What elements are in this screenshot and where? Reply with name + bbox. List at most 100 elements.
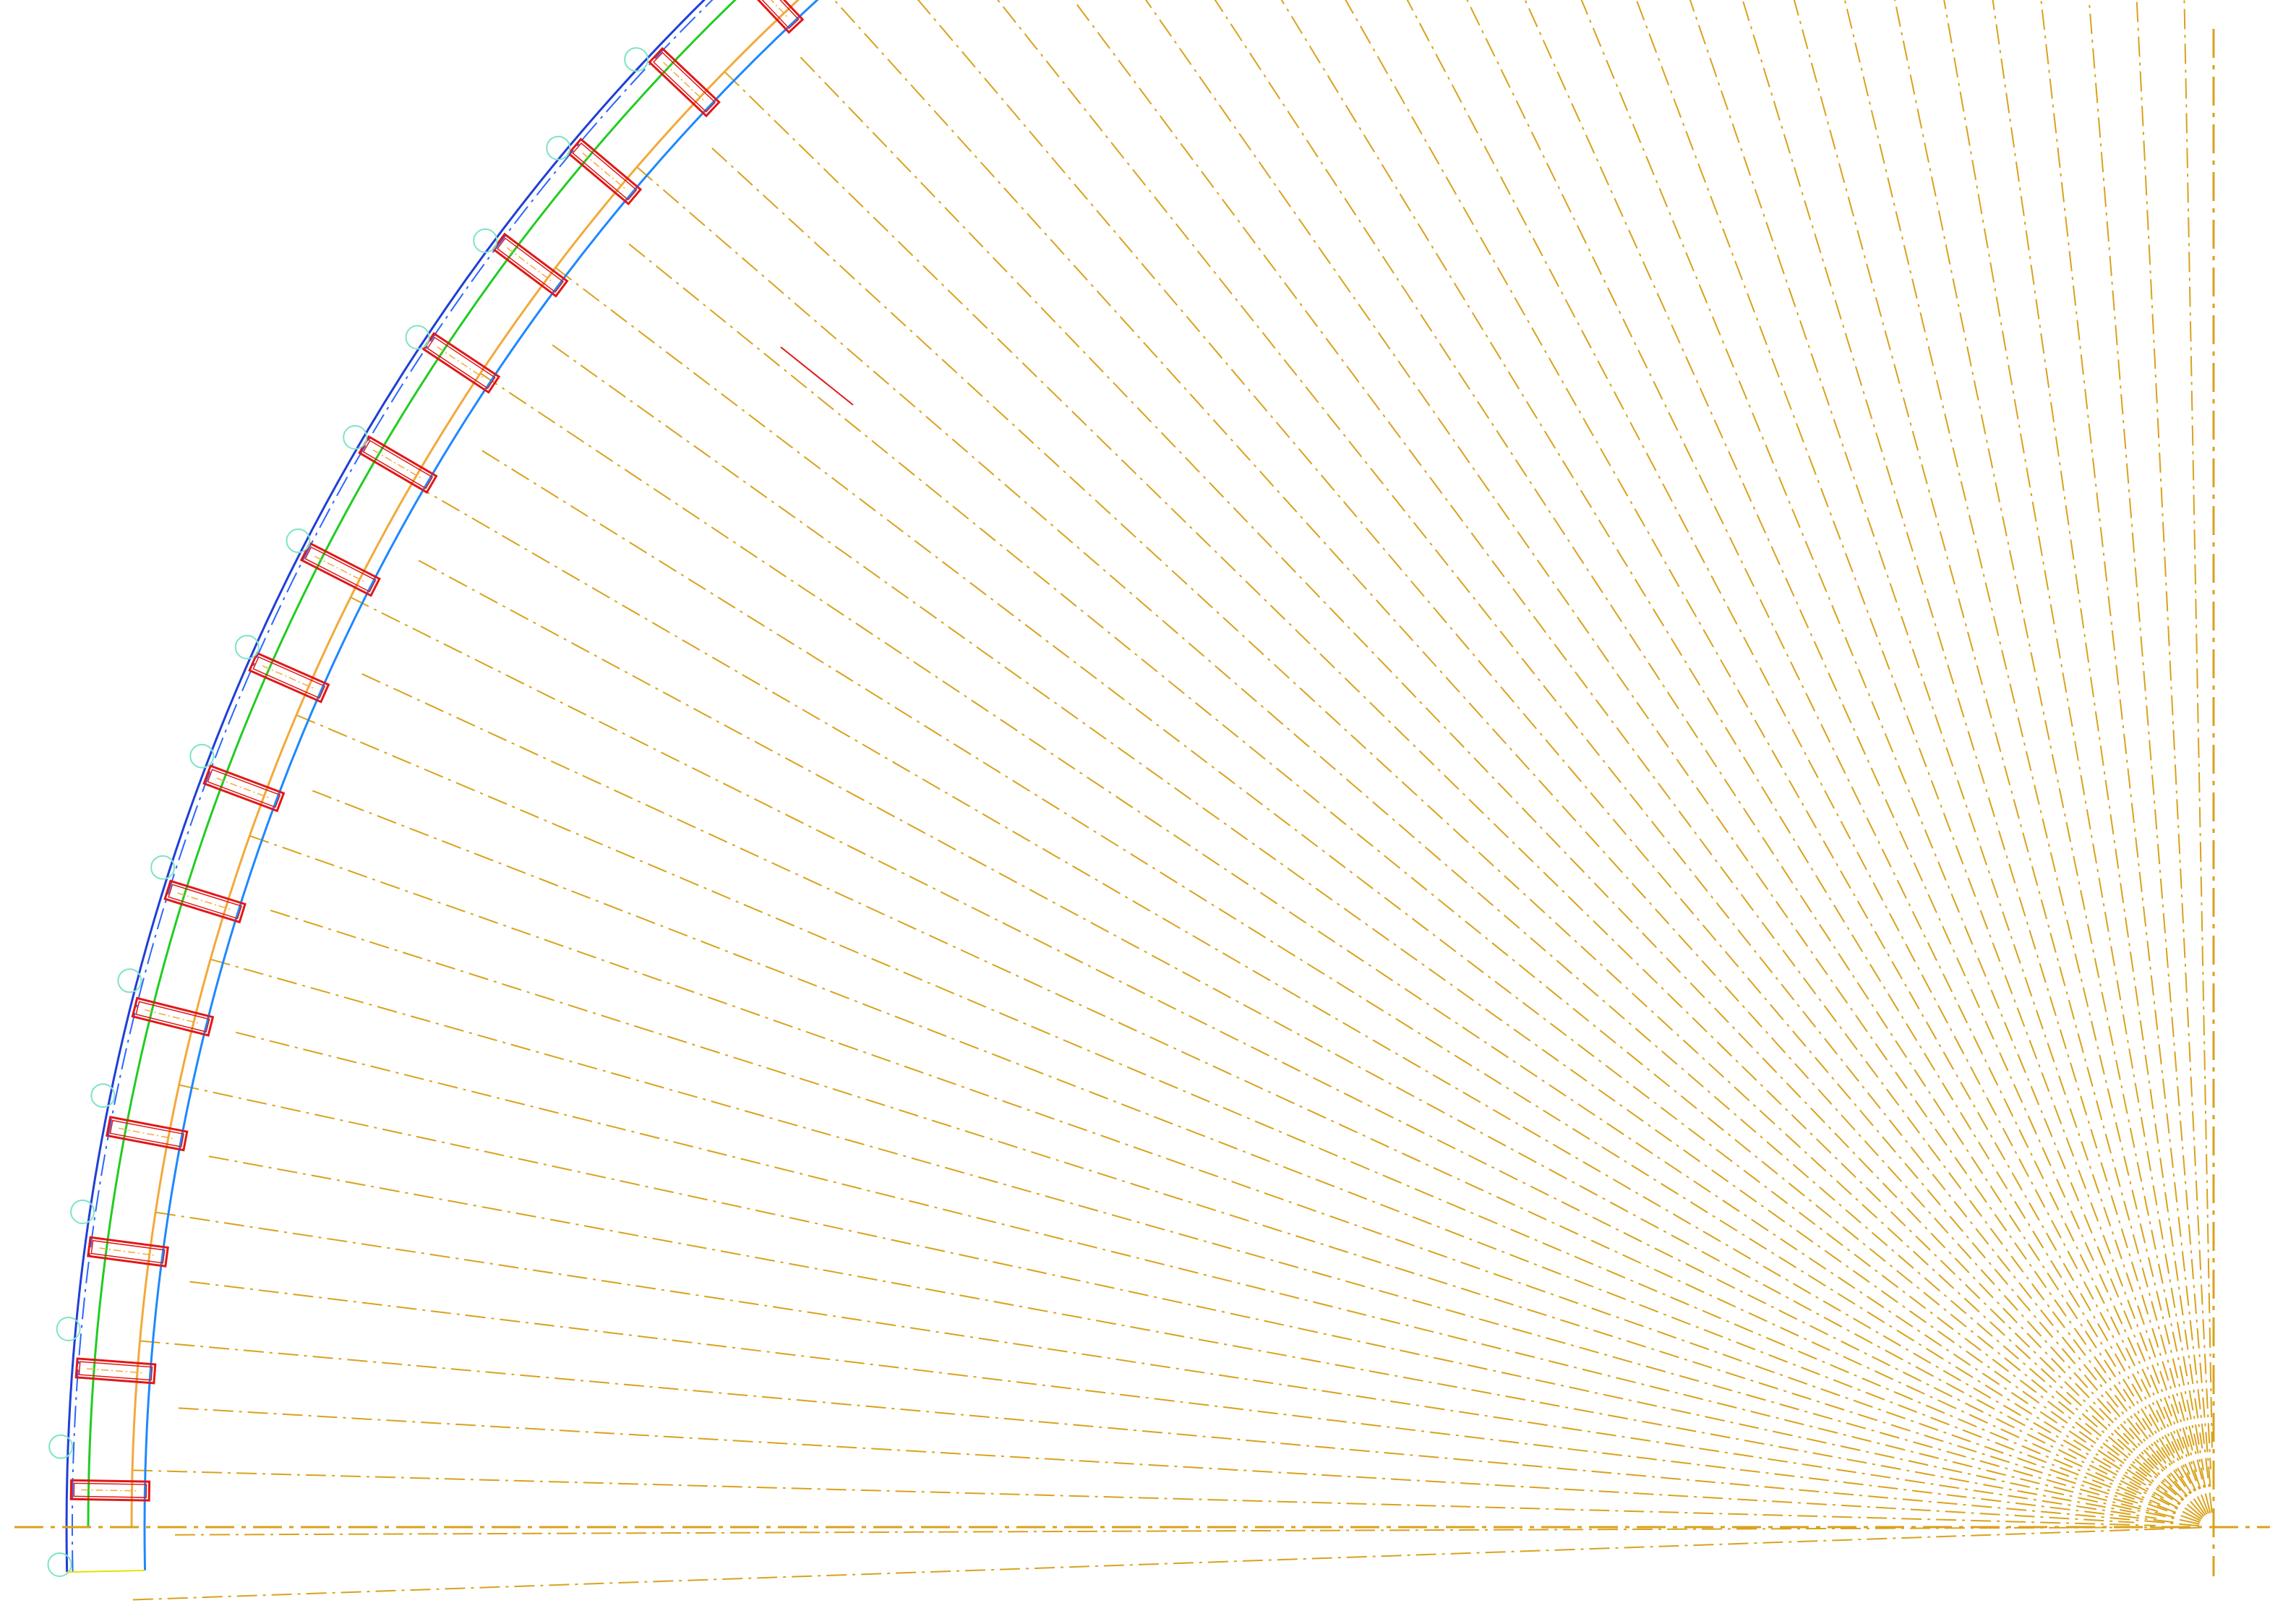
segment-blocks: [69, 0, 805, 1502]
radial-line: [1843, 0, 2211, 1513]
radial-line: [270, 910, 2138, 1504]
ring-arcs: [65, 0, 819, 1573]
radial-line: [1893, 0, 2207, 1492]
radial-line: [1793, 0, 2193, 1451]
radial-line: [1144, 0, 2206, 1516]
radial-line: [996, 0, 2178, 1483]
radial-line: [2088, 0, 2211, 1492]
segment-outer-rect: [648, 47, 721, 118]
segment-inner-rect: [304, 546, 377, 593]
segment-block: [87, 1236, 169, 1268]
segment-outer-rect: [106, 1116, 189, 1152]
center-lines: [14, 29, 2270, 1576]
segment-inner-rect: [362, 440, 434, 490]
outer-ring-dashed-arc: [71, 0, 714, 1573]
segment-inner-rect: [78, 1361, 153, 1381]
radial-line: [132, 1469, 2156, 1526]
segment-inner-rect: [653, 51, 716, 113]
segment-outer-rect: [492, 232, 569, 298]
segment-centerline: [372, 449, 424, 480]
segment-centerline: [118, 1127, 176, 1140]
radial-line: [208, 1155, 2136, 1513]
segment-centerline: [99, 1247, 157, 1257]
segment-block: [299, 542, 381, 597]
radial-line: [479, 372, 2202, 1520]
segment-block: [567, 137, 643, 206]
radial-line: [1345, 0, 2175, 1458]
radial-line: [1524, 0, 2191, 1475]
segment-centerline: [87, 1368, 145, 1374]
radial-line: [361, 673, 2142, 1495]
marker-circle: [48, 1434, 74, 1459]
marker-circle: [546, 135, 571, 161]
radial-line: [1689, 0, 2203, 1494]
outer-ring-arc: [65, 0, 706, 1573]
segment-block: [74, 1357, 157, 1385]
segment-outer-rect: [74, 1357, 157, 1385]
inner-ring-arc: [143, 0, 819, 1570]
segment-inner-rect: [738, 0, 800, 30]
segment-block: [69, 1479, 151, 1502]
segment-inner-rect: [427, 336, 496, 390]
segment-centerline: [262, 665, 316, 690]
radial-line: [1580, 0, 2184, 1454]
radial-line: [711, 147, 2188, 1503]
segment-inner-rect: [135, 1001, 210, 1033]
marker-circle: [189, 743, 215, 769]
radial-line: [249, 834, 2201, 1523]
radial-line: [418, 560, 2183, 1511]
radial-line: [1406, 0, 2208, 1515]
green-ring-arc: [87, 0, 737, 1528]
segment-outer-rect: [163, 879, 247, 924]
radial-line: [189, 1281, 2178, 1523]
segment-block: [734, 0, 805, 34]
segment-outer-rect: [69, 1479, 151, 1502]
radial-line: [2040, 0, 2213, 1513]
marker-circle: [624, 47, 649, 72]
segment-inner-rect: [207, 769, 281, 808]
radial-line: [552, 344, 2185, 1507]
segment-block: [492, 232, 569, 298]
radial-line: [628, 243, 2153, 1478]
radial-line: [1214, 0, 2195, 1497]
radial-line: [1280, 0, 2185, 1479]
annotation-lines: [67, 346, 854, 1573]
radial-line: [2136, 0, 2211, 1470]
radial-line: [1742, 0, 2198, 1472]
segment-centerline: [663, 61, 706, 103]
marker-circle: [405, 325, 430, 350]
radial-line: [179, 1084, 2200, 1525]
radial-line: [481, 450, 2147, 1486]
segment-inner-rect: [90, 1239, 166, 1264]
segment-centerline: [437, 346, 486, 380]
segment-outer-rect: [567, 137, 643, 206]
radial-line: [178, 1407, 2135, 1523]
segment-centerline: [582, 152, 627, 191]
segment-outer-rect: [202, 764, 286, 813]
segment-outer-rect: [131, 996, 215, 1037]
radial-line: [132, 1526, 2200, 1601]
segment-inner-rect: [168, 884, 242, 920]
marker-circle: [117, 968, 142, 993]
radial-construction-lines: [132, 0, 2213, 1601]
radial-line: [312, 790, 2180, 1515]
segment-centerline: [314, 555, 367, 584]
marker-circle: [90, 1083, 116, 1108]
marker-circle: [47, 1552, 72, 1577]
radial-line: [1635, 0, 2209, 1514]
radial-line: [917, 0, 2191, 1500]
segment-centerline: [81, 1489, 140, 1492]
segment-centerline: [216, 777, 272, 800]
segment-inner-rect: [73, 1482, 147, 1498]
radial-line: [140, 1340, 2200, 1527]
segment-centerline: [748, 0, 789, 20]
radial-line: [2183, 0, 2213, 1448]
radial-line: [1466, 0, 2198, 1495]
marker-circle: [286, 528, 311, 553]
radial-line: [1992, 0, 2203, 1449]
red-leader-line: [780, 346, 854, 406]
radial-line: [1943, 0, 2205, 1471]
segment-outer-rect: [87, 1236, 169, 1268]
